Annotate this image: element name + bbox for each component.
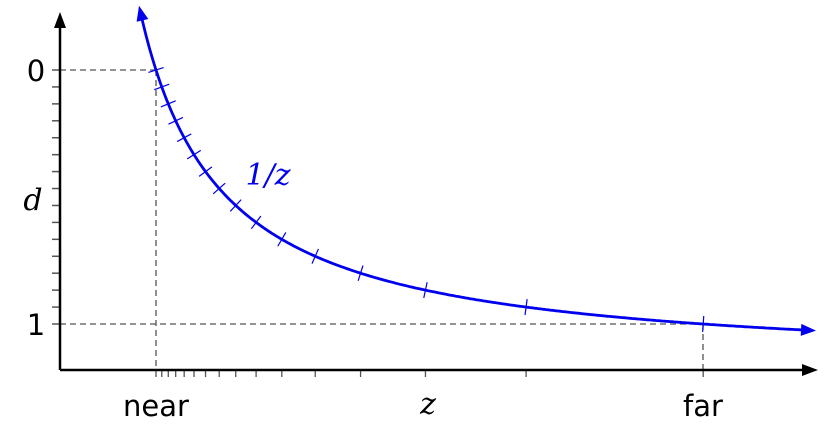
curve-tick	[357, 265, 364, 282]
curve-tick	[702, 315, 705, 333]
x-tick-label-near: near	[123, 389, 189, 423]
curve-tick	[277, 232, 287, 247]
curve-tick	[311, 248, 320, 264]
curve-tick	[168, 116, 184, 125]
curve-tick	[186, 149, 202, 160]
guide-lines	[60, 69, 704, 370]
curve-tick	[148, 66, 164, 74]
curve-tick	[160, 100, 176, 108]
axis-ticks	[52, 69, 704, 377]
curve-arrow-top-icon	[136, 5, 149, 22]
curve-arrow-right-icon	[800, 323, 816, 336]
x-axis-label: z	[419, 387, 436, 422]
curve-label: 1/z	[246, 158, 291, 193]
curve-tick	[229, 199, 242, 212]
curve-tick	[524, 299, 528, 316]
y-tick-label-0: 0	[27, 54, 45, 88]
curve-tick	[250, 215, 262, 230]
curve-tick	[198, 166, 213, 177]
curve-tick	[154, 83, 170, 91]
axes	[54, 12, 818, 376]
curve-tick	[423, 282, 428, 299]
y-axis-arrow-icon	[54, 12, 66, 28]
x-tick-label-far: far	[683, 389, 723, 423]
y-tick-label-1: 1	[27, 308, 45, 342]
curve-tick	[212, 182, 226, 195]
y-axis-label: d	[23, 183, 42, 218]
curve-tick	[176, 133, 192, 143]
curve-line	[140, 18, 807, 332]
curve-group	[136, 5, 816, 336]
x-axis-arrow-icon	[802, 364, 818, 376]
